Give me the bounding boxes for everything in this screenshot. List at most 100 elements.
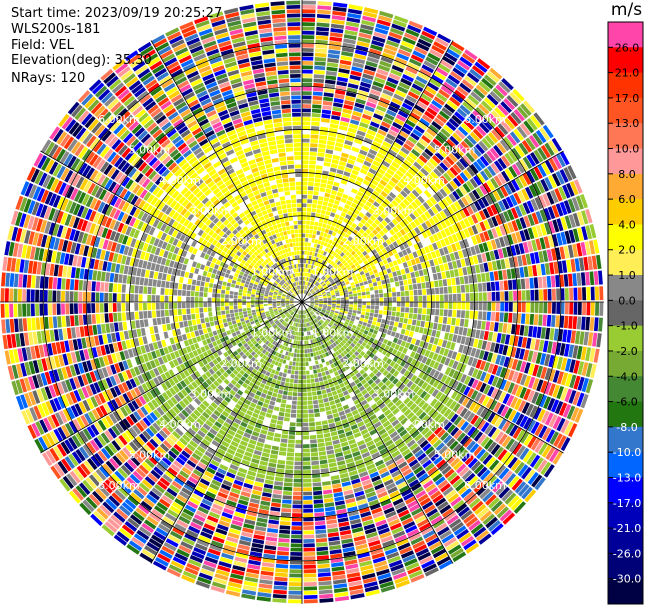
radar-gate [280,403,286,408]
radar-gate [358,201,365,208]
radar-gate [380,417,388,425]
radar-gate [314,239,319,244]
radar-gate [538,339,545,352]
radar-gate [475,143,486,155]
radar-gate [365,133,375,140]
radar-gate [315,35,329,41]
radar-gate [369,544,382,552]
radar-gate [360,564,374,572]
radar-gate [499,139,511,152]
radar-gate [361,225,368,232]
radar-gate [448,302,453,309]
radar-gate [227,382,235,389]
radar-gate [475,329,481,339]
radar-gate [564,358,572,372]
radar-gate [427,449,438,459]
radar-gate [405,171,414,180]
radar-gate [308,273,311,278]
radar-gate [291,312,295,316]
radar-gate [475,529,489,542]
radar-gate [416,436,426,445]
radar-gate [352,385,359,391]
radar-gate [237,379,244,386]
radar-gate [285,328,289,333]
radar-gate [210,585,225,594]
radar-gate [392,306,397,312]
radar-gate [344,308,349,312]
radar-gate [203,389,211,397]
radar-gate [448,225,455,235]
radar-gate [453,201,462,211]
radar-gate [290,334,294,339]
radar-gate [478,122,490,134]
radar-gate [435,92,448,103]
radar-gate [303,289,306,294]
radar-gate [509,424,519,437]
radar-gate [447,74,461,85]
radar-gate [444,511,457,522]
radar-gate [512,427,522,440]
radar-gate [383,302,388,306]
radar-gate [449,269,455,278]
radar-gate [381,160,391,168]
radar-gate [215,495,227,503]
radar-gate [340,304,345,307]
radar-gate [400,256,406,263]
radar-gate [407,364,414,372]
radar-gate [302,22,315,27]
radar-gate [352,310,357,314]
radar-gate [371,475,381,483]
radar-gate [513,290,518,301]
radar-gate [424,417,434,426]
radar-gate [500,451,511,464]
radar-gate [348,276,353,281]
radar-gate [411,319,417,326]
radar-gate [437,429,446,439]
radar-gate [335,142,344,148]
radar-gate [519,447,530,461]
radar-gate [315,533,327,539]
radar-gate [268,519,280,525]
radar-gate [325,280,330,285]
radar-gate [290,413,297,418]
radar-gate [460,509,473,521]
radar-gate [245,345,251,351]
radar-gate [363,403,370,410]
radar-gate [475,84,488,96]
radar-gate [481,119,493,131]
radar-gate [302,414,309,418]
radar-gate [292,508,302,513]
radar-gate [307,199,313,204]
radar-gate [376,364,383,371]
radar-gate [219,367,226,374]
radar-gate [543,207,552,221]
radar-gate [306,212,311,217]
radar-gate [282,326,286,331]
radar-gate [275,424,283,430]
radar-gate [566,182,575,197]
radar-gate [296,353,300,358]
radar-gate [456,362,463,371]
radar-gate [494,107,506,119]
radar-gate [198,572,213,581]
radar-gate [397,414,406,422]
radar-gate [329,194,336,200]
radar-gate [214,573,229,581]
radar-gate [325,510,336,516]
radar-gate [323,327,328,332]
radar-gate [304,327,307,332]
radar-gate [334,253,340,259]
radar-gate [421,364,429,373]
radar-gate [302,207,307,212]
radar-gate [360,285,365,290]
radar-gate [431,205,439,215]
radar-gate [284,323,288,327]
radar-gate [432,273,438,281]
radar-gate [239,535,252,542]
radar-gate [313,69,325,75]
radar-gate [386,195,394,203]
radar-gate [355,205,363,212]
radar-gate [446,205,455,215]
radar-gate [273,388,279,394]
radar-gate [321,334,326,339]
